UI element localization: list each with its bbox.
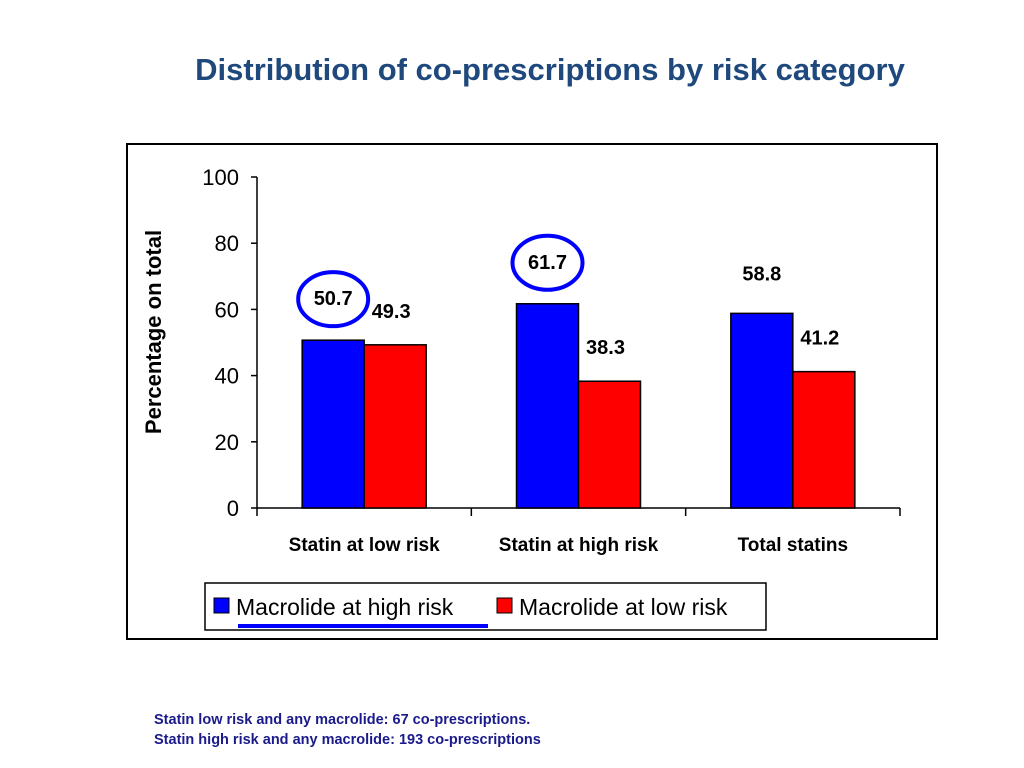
y-tick-label: 0 (227, 496, 239, 521)
y-tick-label: 60 (215, 297, 239, 322)
slide-title: Distribution of co-prescriptions by risk… (195, 52, 905, 87)
y-tick-label: 40 (215, 364, 239, 389)
data-label: 38.3 (586, 337, 625, 359)
data-label: 58.8 (742, 263, 781, 285)
x-tick-label: Statin at high risk (499, 535, 659, 556)
y-tick-label: 20 (215, 430, 239, 455)
bar-chart: Percentage on total 0 20 40 60 80 100 Statin a… (126, 143, 938, 640)
footnote-line-1: Statin low risk and any macrolide: 67 co… (154, 712, 531, 728)
y-tick-label: 80 (215, 231, 239, 256)
footnote: Statin low risk and any macrolide: 67 co… (154, 710, 541, 750)
y-axis-label: Percentage on total (141, 230, 166, 434)
footnote-line-2: Statin high risk and any macrolide: 193 … (154, 732, 541, 748)
legend-swatch (213, 597, 230, 614)
legend-label: Macrolide at low risk (519, 594, 728, 620)
highlight-circle (510, 233, 585, 292)
legend: Macrolide at high risk Macrolide at low r… (204, 582, 767, 631)
x-tick-label: Total statins (738, 535, 849, 556)
x-tick-label: Statin at low risk (289, 535, 440, 556)
bar (792, 370, 856, 509)
bar (577, 380, 642, 509)
data-label: 41.2 (800, 328, 839, 350)
bar (515, 303, 580, 509)
highlight-circle (296, 270, 371, 329)
legend-label: Macrolide at high risk (236, 594, 454, 620)
data-label: 49.3 (372, 301, 411, 323)
legend-box (204, 582, 767, 631)
legend-swatch (496, 597, 513, 614)
bar (363, 344, 427, 509)
bar (730, 312, 794, 509)
data-label: 61.7 (528, 252, 567, 274)
y-tick-label: 100 (202, 165, 239, 190)
data-label: 50.7 (314, 288, 353, 310)
bar (301, 339, 365, 509)
